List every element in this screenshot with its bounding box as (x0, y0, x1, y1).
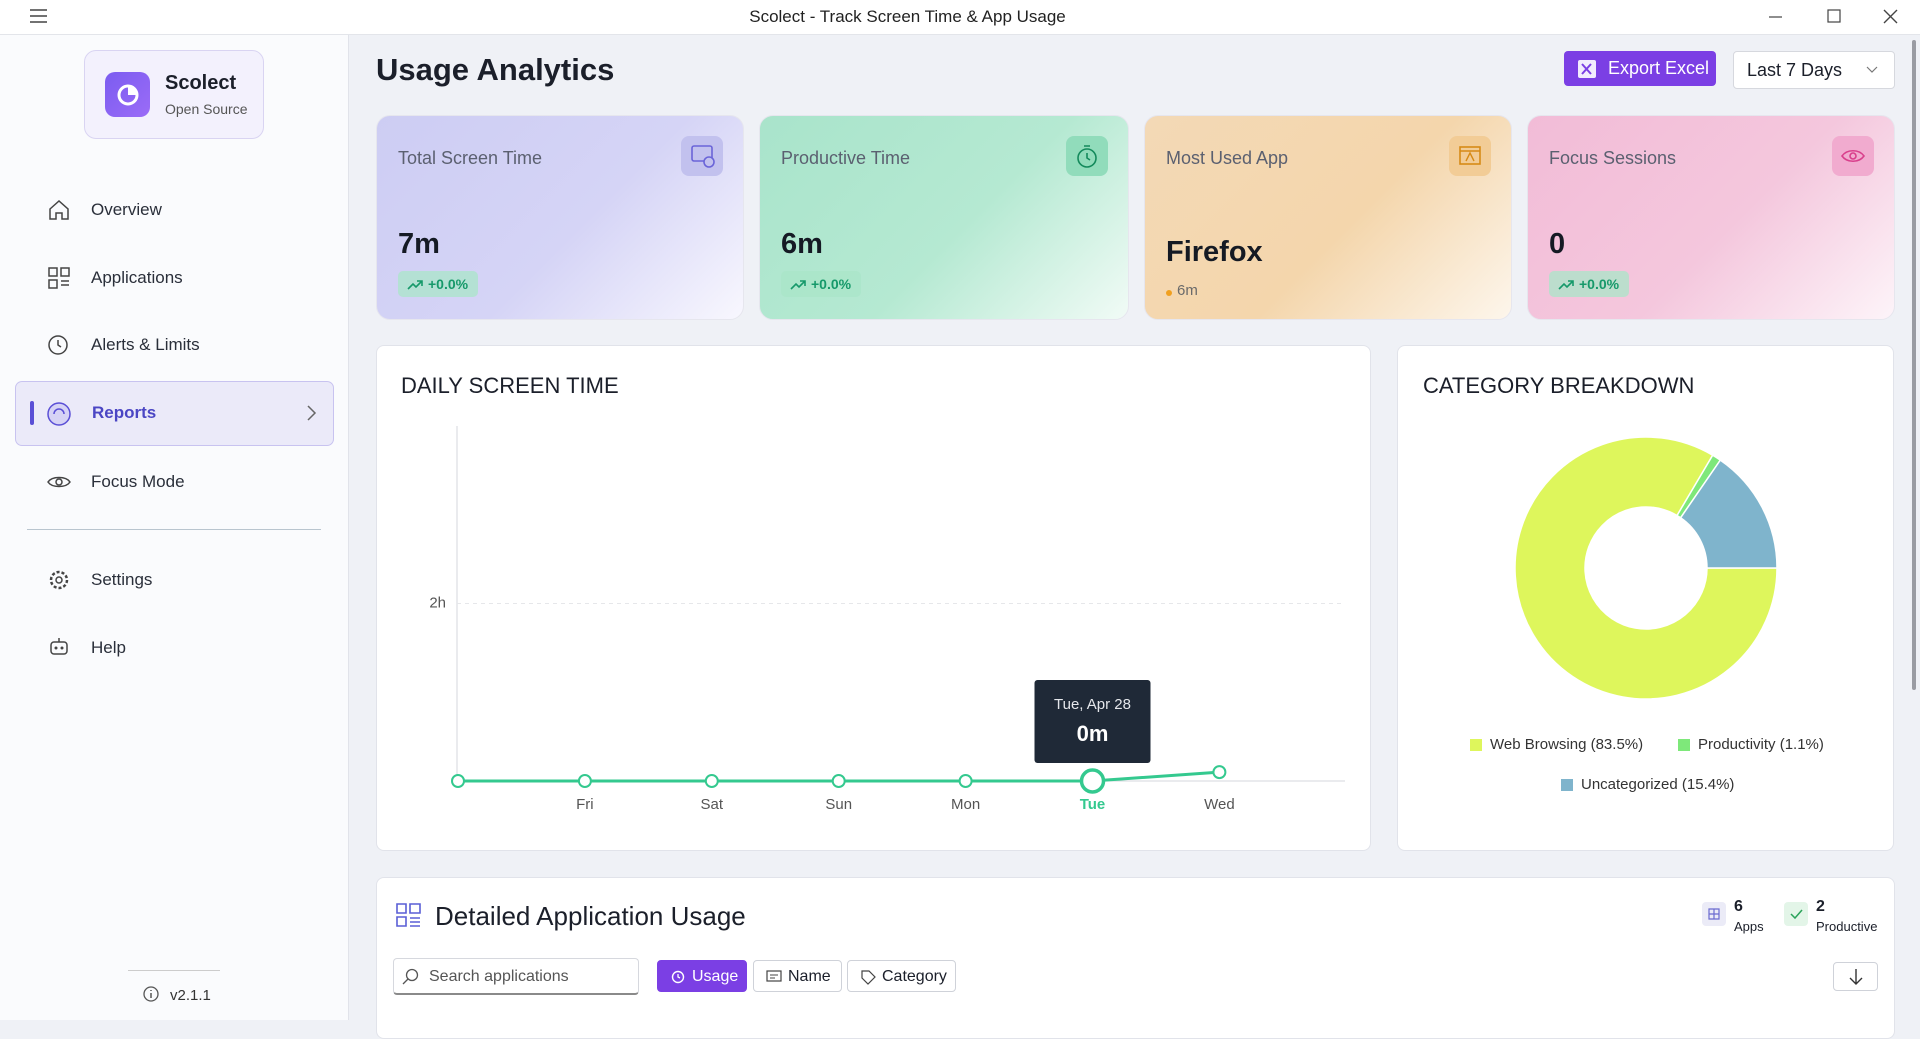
info-icon (143, 986, 159, 1002)
logo-card[interactable]: Scolect Open Source (84, 50, 264, 139)
tooltip (1034, 680, 1151, 763)
x-tick-label: Wed (1204, 796, 1235, 813)
stat-value: Firefox (1166, 236, 1263, 268)
stat-card: Focus Sessions 0 +0.0% (1527, 115, 1895, 320)
x-tick-label: Fri (576, 796, 594, 813)
chart-panel (376, 345, 1371, 851)
stat-value: 7m (398, 228, 440, 260)
search-box[interactable]: Search applications (393, 958, 639, 995)
data-point (704, 774, 719, 788)
chart-title: DAILY SCREEN TIME (401, 373, 619, 398)
version: v2.1.1 (170, 987, 211, 1004)
productive-count: 2 (1816, 898, 1825, 915)
productive-label: Productive (1816, 919, 1878, 934)
tooltip-title: Tue, Apr 28 (1054, 696, 1131, 713)
tooltip-value: 0m (1077, 721, 1109, 746)
divider (27, 529, 321, 530)
nav-item[interactable]: Applications (0, 258, 348, 298)
app-name: Scolect (165, 72, 237, 94)
nav-label: Applications (91, 268, 183, 287)
x-tick-label: Tue (1080, 796, 1106, 813)
stat-label: Total Screen Time (398, 148, 543, 168)
window-title: Scolect - Track Screen Time & App Usage (749, 7, 1066, 26)
legend-swatch (1561, 779, 1573, 791)
legend-label: Uncategorized (15.4%) (1581, 776, 1734, 793)
stat-label: Productive Time (781, 148, 911, 168)
export-button[interactable]: Export Excel (1564, 51, 1716, 86)
logo-icon (105, 72, 150, 117)
scrollbar[interactable] (1912, 40, 1916, 690)
x-tick-label: Mon (951, 796, 980, 813)
legend-swatch (1678, 739, 1690, 751)
stat-value: 6m (781, 228, 823, 260)
data-point (577, 774, 592, 788)
nav-label: Reports (92, 403, 157, 422)
sort-button-active[interactable]: Usage (657, 960, 747, 992)
donut-slice (1514, 436, 1778, 700)
sort-button[interactable]: Name (753, 960, 842, 992)
nav-item[interactable]: Focus Mode (0, 462, 348, 502)
data-point (1079, 768, 1106, 794)
stat-card: Productive Time 6m +0.0% (759, 115, 1129, 320)
page-title: Usage Analytics (376, 52, 615, 87)
sidebar: Scolect Open Source Overview Application… (0, 35, 349, 1020)
donut-slice (1679, 459, 1778, 569)
nav-label: Alerts & Limits (91, 335, 200, 354)
stat-card: Most Used App Firefox 6m (1144, 115, 1512, 320)
stat-label: Focus Sessions (1549, 148, 1677, 168)
nav-item[interactable]: Settings (0, 560, 348, 600)
stat-value: 0 (1549, 228, 1566, 260)
nav-label: Overview (91, 200, 162, 219)
trend-icon (790, 280, 806, 290)
apps-label: Apps (1734, 919, 1764, 934)
y-tick-label: 2h (429, 594, 446, 611)
section-title: Detailed Application Usage (435, 901, 746, 931)
nav-item[interactable]: Help (0, 628, 348, 668)
legend-swatch (1470, 739, 1482, 751)
nav-item[interactable]: Overview (0, 190, 348, 230)
applications-panel: Detailed Application Usage 6 Apps 2 Prod… (376, 877, 1895, 1039)
chart-panel (1397, 345, 1894, 851)
nav-item[interactable]: Alerts & Limits (0, 325, 348, 365)
data-point (451, 774, 465, 788)
nav-label: Settings (91, 570, 153, 589)
close[interactable] (1883, 9, 1898, 24)
charts: DAILY SCREEN TIME CATEGORY BREAKDOWN 2h F… (401, 373, 1824, 813)
trend-icon (407, 280, 423, 290)
export-icon-button[interactable] (1833, 962, 1878, 991)
data-point (1212, 765, 1227, 780)
data-point (831, 774, 846, 788)
legend-label: Web Browsing (83.5%) (1490, 736, 1643, 753)
title-bar: Scolect - Track Screen Time & App Usage (0, 0, 1920, 35)
window-controls (1769, 9, 1898, 24)
divider (128, 970, 220, 971)
stat-label: Most Used App (1166, 148, 1289, 168)
trend-icon (1558, 280, 1574, 290)
stat-change: +0.0% (781, 271, 862, 297)
nav-label: Help (91, 638, 126, 657)
x-tick-label: Sat (701, 796, 724, 813)
nav-label: Focus Mode (91, 472, 185, 491)
maximize[interactable] (1827, 9, 1841, 23)
stat-change: +0.0% (398, 271, 479, 297)
x-tick-label: Sun (825, 796, 852, 813)
data-point (958, 774, 973, 788)
chart-title: CATEGORY BREAKDOWN (1423, 373, 1694, 398)
legend-label: Productivity (1.1%) (1698, 736, 1824, 753)
app-subtitle: Open Source (165, 101, 248, 117)
apps-count: 6 (1734, 898, 1743, 915)
stat-detail: 6m (1177, 282, 1198, 299)
stat-change: +0.0% (1549, 271, 1630, 297)
nav-item-selected[interactable]: Reports (15, 381, 334, 446)
range-dropdown[interactable]: Last 7 Days (1733, 51, 1895, 89)
sort-button[interactable]: Category (847, 960, 956, 992)
stat-card: Total Screen Time 7m +0.0% (376, 115, 744, 320)
menu-button[interactable] (30, 8, 48, 24)
